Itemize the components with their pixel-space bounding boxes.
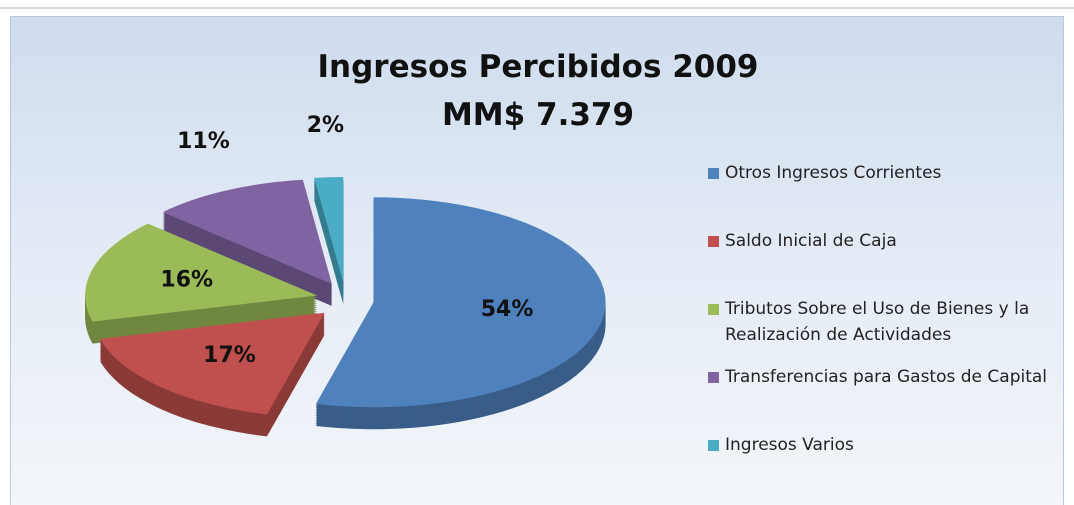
legend-swatch [708, 440, 719, 451]
legend-swatch [708, 168, 719, 179]
data-label: 2% [307, 113, 344, 138]
slice [99, 312, 325, 415]
legend-label: Otros Ingresos Corrientes [725, 163, 942, 183]
legend-item: Saldo Inicial de Caja [708, 228, 1058, 296]
legend-item: Tributos Sobre el Uso de Bienes y la Rea… [708, 296, 1058, 364]
legend-label: Ingresos Varios [725, 435, 854, 455]
legend-label: Saldo Inicial de Caja [725, 231, 897, 251]
legend-swatch [708, 304, 719, 315]
legend-label: Transferencias para Gastos de Capital [725, 367, 1048, 387]
legend-label: Tributos Sobre el Uso de Bienes y la Rea… [725, 299, 1030, 345]
legend-item: Ingresos Varios [708, 432, 1058, 500]
data-label: 16% [160, 267, 213, 292]
chart-title: Ingresos Percibidos 2009 [318, 49, 759, 85]
data-label: 11% [177, 129, 230, 154]
legend-item: Otros Ingresos Corrientes [708, 160, 1058, 228]
data-label: 54% [481, 297, 534, 322]
slice [315, 197, 606, 408]
legend-item: Transferencias para Gastos de Capital [708, 364, 1058, 432]
slice [85, 223, 318, 322]
top-divider [0, 7, 1074, 9]
chart-subtitle: MM$ 7.379 [442, 97, 634, 133]
slice [162, 179, 332, 284]
legend: Otros Ingresos Corrientes Saldo Inicial d… [708, 160, 1058, 500]
legend-swatch [708, 236, 719, 247]
slice [314, 177, 344, 283]
legend-swatch [708, 372, 719, 383]
data-label: 17% [203, 343, 256, 368]
